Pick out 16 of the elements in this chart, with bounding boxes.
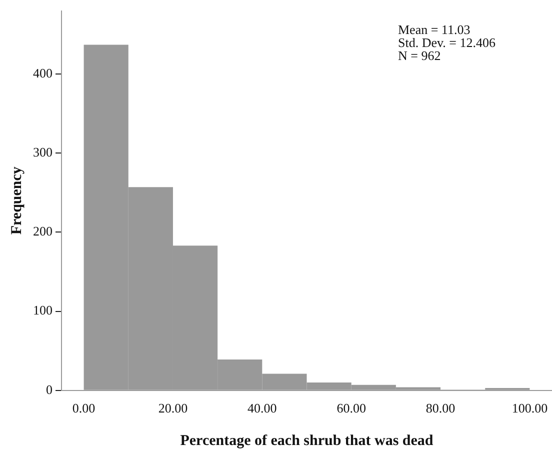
y-axis-title: Frequency <box>8 166 25 235</box>
x-tick-label: 60.00 <box>336 400 366 416</box>
y-tick-label: 0 <box>46 382 52 397</box>
y-tick-label: 100 <box>33 302 52 318</box>
x-tick-label: 100.00 <box>512 400 548 416</box>
x-tick-label: 20.00 <box>158 400 188 416</box>
annotation: Std. Dev. = 12.406 <box>398 34 496 50</box>
annotation: N = 962 <box>398 48 441 63</box>
y-tick-label: 200 <box>33 224 52 239</box>
y-tick-label: 300 <box>33 144 52 160</box>
x-tick-label: 0.00 <box>72 400 96 416</box>
x-tick-label: 80.00 <box>426 400 456 416</box>
y-tick-label: 400 <box>33 65 52 80</box>
x-tick-label: 40.00 <box>248 400 277 416</box>
annotation: Mean = 11.03 <box>398 22 470 37</box>
x-axis-title: Percentage of each shrub that was dead <box>180 432 434 449</box>
